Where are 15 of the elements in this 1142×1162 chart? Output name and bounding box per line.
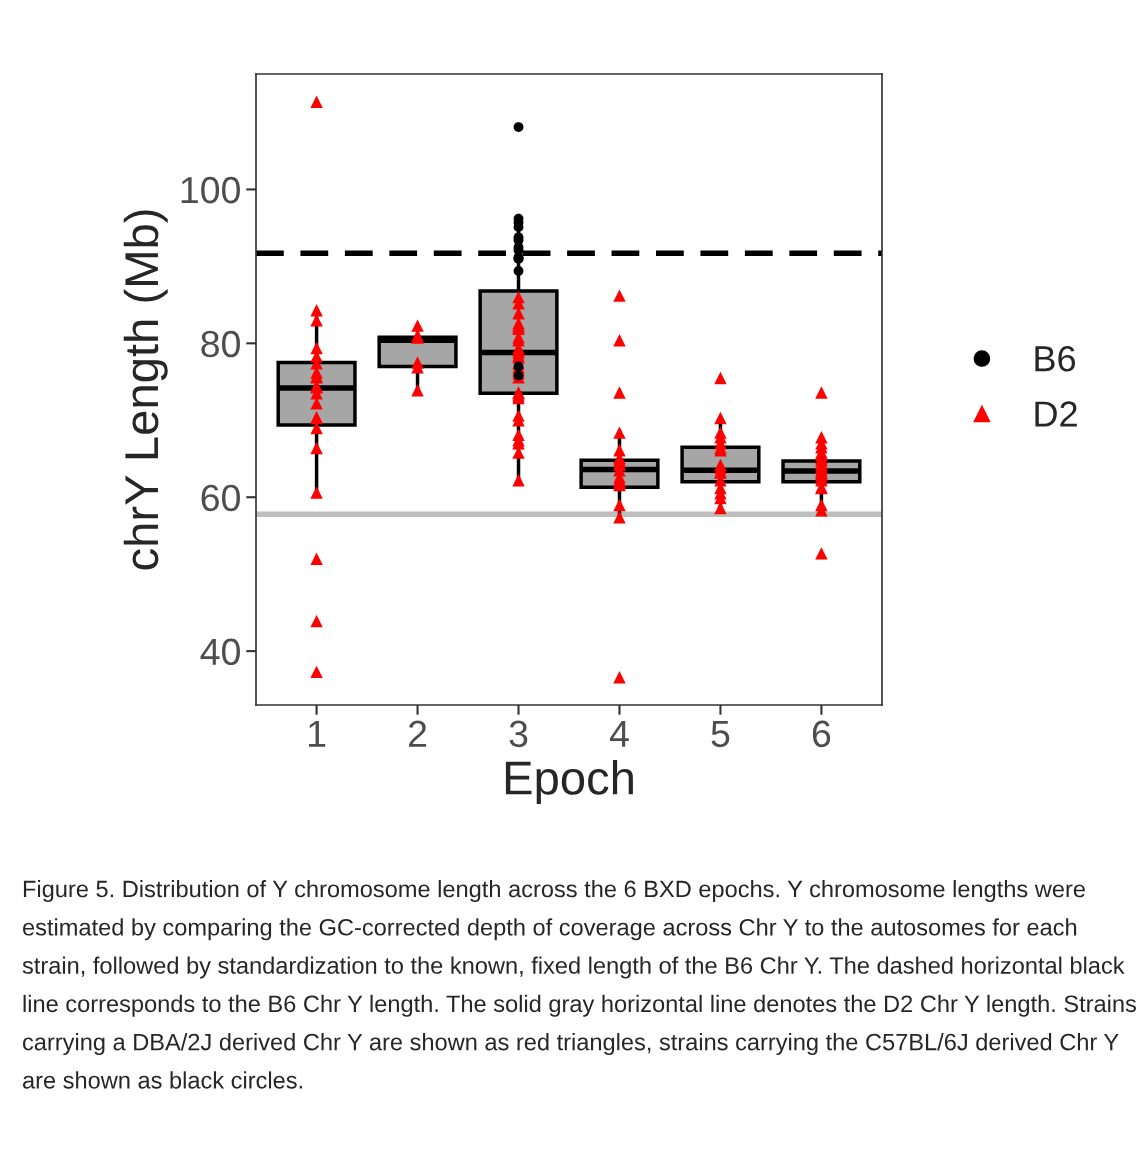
- x-tick-label: 4: [609, 720, 629, 747]
- x-tick-label: 1: [309, 720, 326, 747]
- legend-label: B6: [1035, 345, 1076, 372]
- y-tick-label: 60: [201, 484, 240, 512]
- y-axis-title: chrY Length (Mb): [123, 210, 168, 570]
- x-tick-label: 3: [509, 720, 528, 748]
- x-tick-label: 6: [812, 720, 831, 748]
- x-tick-label: 5: [711, 720, 730, 748]
- y-tick-label: 80: [201, 330, 240, 358]
- y-tick-label: 40: [200, 638, 240, 666]
- x-tick-label: 2: [409, 720, 427, 747]
- y-tick-label: 100: [181, 176, 240, 204]
- caption: Figure 5. Distribution of Y chromosome length across the 6 BXD epochs. Y chromosome lengths were estimated by comparing the GC-corrected depth of coverage across Chr Y to the autosomes for each strain, followed by standardization to the known, fixed length of the B6 Chr Y. The dashed horizontal black line corresponds to the B6 Chr Y length. The solid gray horizontal line denotes the D2 Chr Y length. Strains carrying a DBA/2J derived Chr Y are shown as red triangles, strains carrying the C57BL/6J derived Chr Y are shown as black circles.: [22, 880, 1136, 1089]
- x-axis-title: Epoch: [505, 760, 633, 805]
- legend-label: D2: [1035, 401, 1077, 427]
